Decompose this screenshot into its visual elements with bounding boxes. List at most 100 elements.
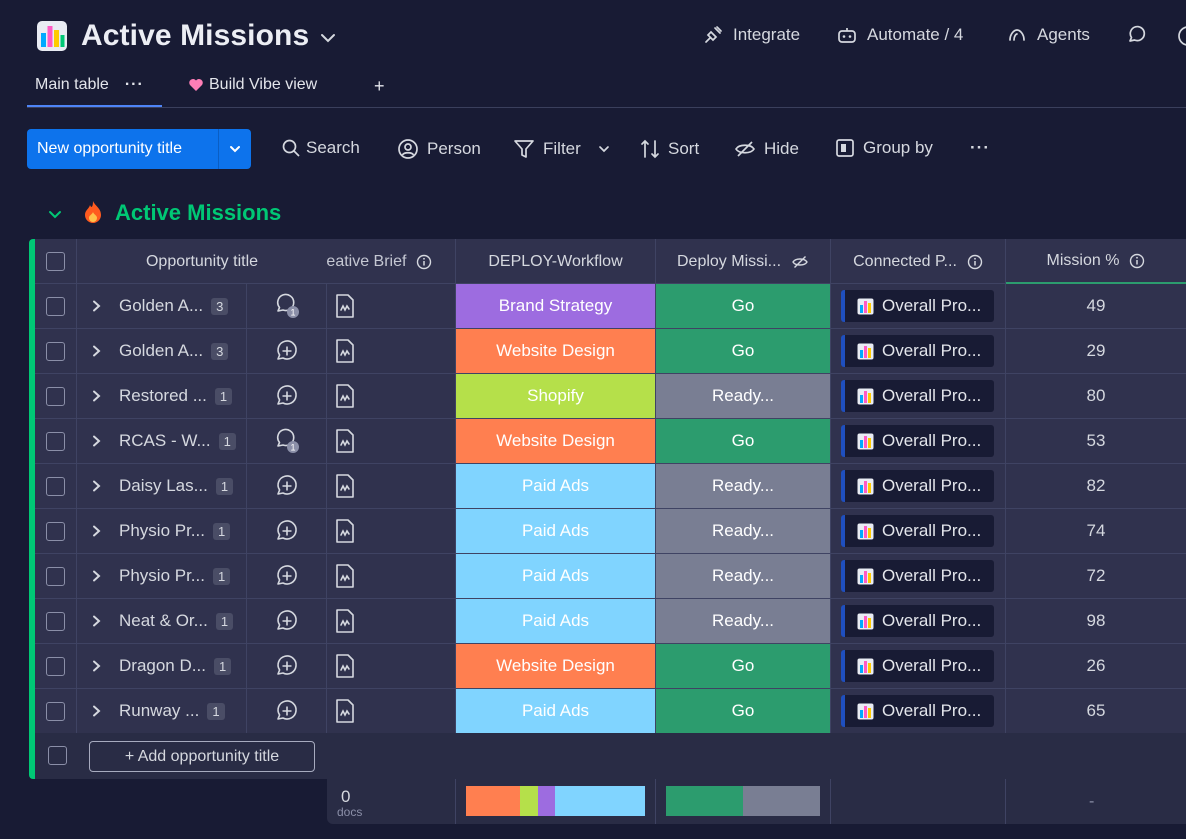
updates-cell[interactable] — [247, 554, 327, 598]
expand-chevron-icon[interactable] — [89, 614, 103, 628]
creative-brief-cell[interactable] — [327, 464, 456, 508]
group-collapse-icon[interactable] — [46, 205, 64, 223]
tab-main-table[interactable]: Main table ··· — [35, 76, 144, 94]
expand-chevron-icon[interactable] — [89, 524, 103, 538]
connected-board-cell[interactable]: Overall Pro... — [831, 374, 1006, 418]
creative-brief-cell[interactable] — [327, 689, 456, 733]
workflow-status-cell[interactable]: Website Design — [456, 419, 656, 463]
row-checkbox[interactable] — [46, 701, 65, 721]
board-title[interactable]: Active Missions — [81, 19, 310, 52]
workflow-status-cell[interactable]: Paid Ads — [456, 464, 656, 508]
doc-icon[interactable] — [335, 293, 355, 319]
add-item-button[interactable]: + Add opportunity title — [89, 741, 315, 772]
subitems-count-badge[interactable]: 1 — [207, 702, 225, 720]
column-header-deploy[interactable]: Deploy Missi... — [656, 239, 831, 284]
tab-more-icon[interactable]: ··· — [124, 76, 144, 93]
doc-icon[interactable] — [335, 473, 355, 499]
column-header-brief[interactable]: Creative Brief — [327, 239, 456, 284]
doc-icon[interactable] — [335, 653, 355, 679]
row-checkbox[interactable] — [46, 476, 65, 496]
creative-brief-cell[interactable] — [327, 329, 456, 373]
updates-cell[interactable] — [247, 689, 327, 733]
deploy-status-cell[interactable]: Ready... — [656, 554, 831, 598]
workflow-status-cell[interactable]: Website Design — [456, 329, 656, 373]
title-cell[interactable]: Runway ... 1 — [77, 689, 247, 733]
table-row[interactable]: Physio Pr... 1 Paid Ads Ready... Overall… — [35, 554, 1186, 599]
expand-chevron-icon[interactable] — [89, 704, 103, 718]
title-cell[interactable]: Golden A... 3 — [77, 284, 247, 328]
row-checkbox[interactable] — [46, 521, 65, 541]
item-title[interactable]: Physio Pr... — [119, 521, 205, 540]
title-cell[interactable]: Daisy Las... 1 — [77, 464, 247, 508]
row-checkbox[interactable] — [46, 296, 65, 316]
mission-percent-cell[interactable]: 29 — [1006, 329, 1186, 373]
expand-chevron-icon[interactable] — [89, 659, 103, 673]
workflow-distribution-bar[interactable] — [466, 786, 645, 816]
item-title[interactable]: Runway ... — [119, 701, 200, 720]
updates-cell[interactable] — [247, 329, 327, 373]
table-row[interactable]: Neat & Or... 1 Paid Ads Ready... Overall… — [35, 599, 1186, 644]
title-cell[interactable]: Physio Pr... 1 — [77, 509, 247, 553]
item-title[interactable]: Dragon D... — [119, 656, 206, 675]
title-cell[interactable]: Dragon D... 1 — [77, 644, 247, 688]
add-view-button[interactable]: + — [374, 76, 385, 96]
updates-cell[interactable] — [247, 509, 327, 553]
doc-icon[interactable] — [335, 338, 355, 364]
creative-brief-cell[interactable] — [327, 599, 456, 643]
workflow-status-cell[interactable]: Paid Ads — [456, 599, 656, 643]
person-filter-button[interactable]: Person — [397, 138, 481, 160]
workflow-status-cell[interactable]: Website Design — [456, 644, 656, 688]
deploy-status-cell[interactable]: Ready... — [656, 374, 831, 418]
table-row[interactable]: Dragon D... 1 Website Design Go Overall … — [35, 644, 1186, 689]
deploy-status-cell[interactable]: Go — [656, 419, 831, 463]
new-item-dropdown[interactable] — [218, 129, 251, 169]
creative-brief-cell[interactable] — [327, 284, 456, 328]
tab-build-vibe-view[interactable]: Build Vibe view — [188, 76, 317, 94]
title-cell[interactable]: Restored ... 1 — [77, 374, 247, 418]
doc-icon[interactable] — [335, 698, 355, 724]
deploy-status-cell[interactable]: Go — [656, 329, 831, 373]
mission-percent-cell[interactable]: 82 — [1006, 464, 1186, 508]
updates-cell[interactable]: 1 — [247, 284, 327, 328]
updates-cell[interactable] — [247, 374, 327, 418]
new-item-button[interactable]: New opportunity title — [27, 129, 251, 169]
deploy-status-cell[interactable]: Go — [656, 284, 831, 328]
mission-percent-cell[interactable]: 74 — [1006, 509, 1186, 553]
connected-item-chip[interactable]: Overall Pro... — [841, 560, 994, 592]
updates-cell[interactable] — [247, 644, 327, 688]
title-cell[interactable]: Golden A... 3 — [77, 329, 247, 373]
connected-item-chip[interactable]: Overall Pro... — [841, 605, 994, 637]
row-checkbox[interactable] — [46, 341, 65, 361]
mission-percent-cell[interactable]: 65 — [1006, 689, 1186, 733]
workflow-status-cell[interactable]: Brand Strategy — [456, 284, 656, 328]
connected-board-cell[interactable]: Overall Pro... — [831, 509, 1006, 553]
connected-item-chip[interactable]: Overall Pro... — [841, 290, 994, 322]
filter-button[interactable]: Filter — [513, 138, 611, 160]
connected-board-cell[interactable]: Overall Pro... — [831, 599, 1006, 643]
integrate-button[interactable]: Integrate — [702, 24, 800, 46]
expand-chevron-icon[interactable] — [89, 389, 103, 403]
doc-icon[interactable] — [335, 563, 355, 589]
row-checkbox[interactable] — [46, 566, 65, 586]
column-header-mission[interactable]: Mission % — [1006, 239, 1186, 284]
doc-icon[interactable] — [335, 428, 355, 454]
automate-button[interactable]: Automate / 4 — [836, 24, 963, 46]
group-title[interactable]: Active Missions — [115, 200, 282, 225]
connected-item-chip[interactable]: Overall Pro... — [841, 515, 994, 547]
column-header-connected[interactable]: Connected P... — [831, 239, 1006, 284]
info-icon[interactable] — [967, 254, 983, 270]
group-by-button[interactable]: Group by — [835, 138, 933, 158]
distribution-segment[interactable] — [519, 786, 538, 816]
row-checkbox[interactable] — [46, 656, 65, 676]
select-all-checkbox[interactable] — [46, 252, 65, 271]
updates-cell[interactable] — [247, 464, 327, 508]
chevron-down-icon[interactable] — [318, 28, 338, 48]
connected-board-cell[interactable]: Overall Pro... — [831, 689, 1006, 733]
updates-cell[interactable]: 1 — [247, 419, 327, 463]
title-cell[interactable]: Neat & Or... 1 — [77, 599, 247, 643]
user-icon[interactable] — [1176, 24, 1186, 48]
mission-percent-cell[interactable]: 53 — [1006, 419, 1186, 463]
item-title[interactable]: Restored ... — [119, 386, 207, 405]
workflow-status-cell[interactable]: Paid Ads — [456, 509, 656, 553]
mission-percent-cell[interactable]: 98 — [1006, 599, 1186, 643]
